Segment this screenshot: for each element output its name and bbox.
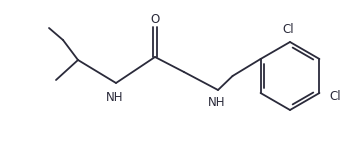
- Text: O: O: [150, 12, 159, 25]
- Text: NH: NH: [106, 91, 124, 103]
- Text: Cl: Cl: [330, 90, 341, 102]
- Text: NH: NH: [208, 96, 226, 110]
- Text: Cl: Cl: [282, 22, 294, 35]
